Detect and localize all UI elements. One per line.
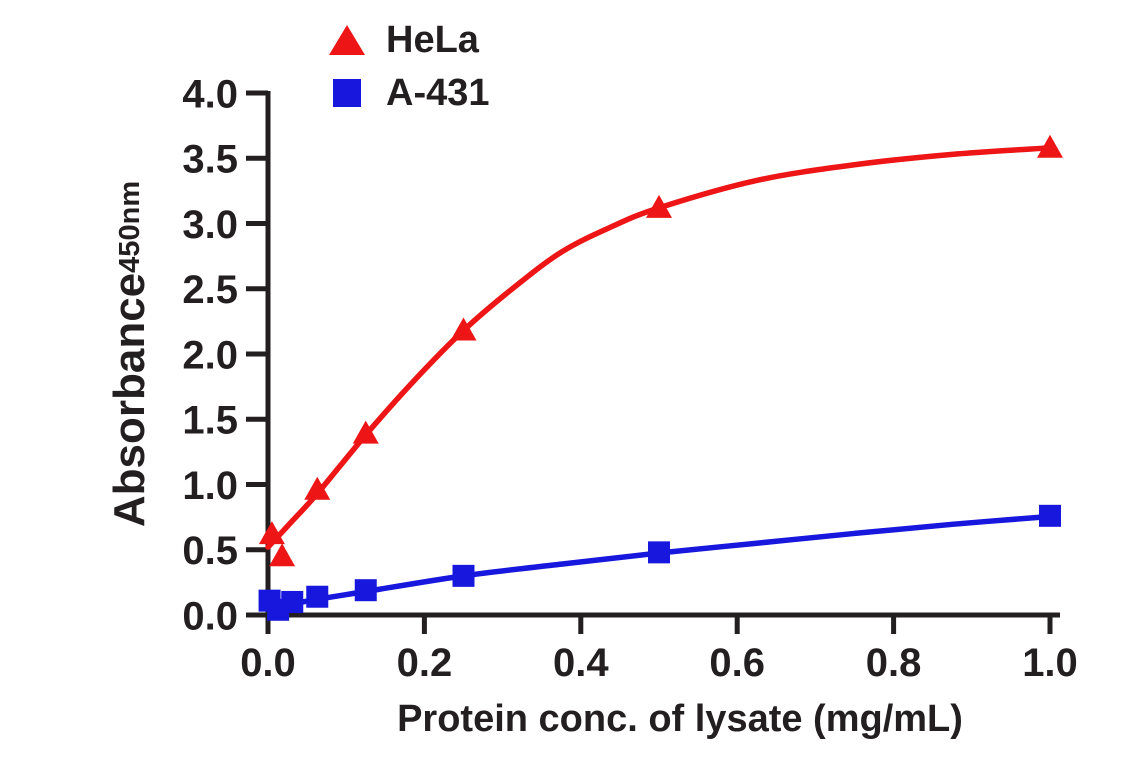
x-axis-title: Protein conc. of lysate (mg/mL) bbox=[397, 698, 963, 740]
hela-data-point-triangle bbox=[258, 521, 285, 545]
y-tick-label: 4.0 bbox=[182, 72, 238, 116]
a-431-data-point-square bbox=[648, 541, 670, 564]
x-tick-label: 0.8 bbox=[866, 641, 922, 685]
x-tick-label: 0.4 bbox=[553, 641, 609, 685]
hela-data-point-triangle bbox=[269, 543, 296, 567]
y-axis-title: Absorbance 450nm bbox=[105, 180, 154, 528]
hela-data-point-triangle bbox=[646, 194, 672, 218]
hela-data-point-triangle bbox=[1037, 134, 1063, 158]
legend-label-a431: A-431 bbox=[386, 71, 490, 114]
y-tick-label: 3.5 bbox=[182, 138, 238, 182]
y-tick-label: 1.0 bbox=[182, 464, 238, 508]
x-tick-label: 0.0 bbox=[240, 641, 296, 685]
x-tick-label: 0.6 bbox=[709, 641, 765, 685]
legend-item-a431: A-431 bbox=[324, 69, 490, 116]
y-tick-label: 3.0 bbox=[182, 203, 238, 247]
y-axis-title-main: Absorbance bbox=[105, 272, 154, 528]
y-tick-label: 1.5 bbox=[182, 399, 238, 443]
legend-label-hela: HeLa bbox=[386, 18, 479, 61]
legend-item-hela: HeLa bbox=[324, 16, 490, 63]
a-431-data-point-square bbox=[452, 564, 475, 587]
y-tick-label: 2.5 bbox=[182, 268, 238, 312]
hela-data-point-triangle bbox=[304, 476, 331, 500]
a-431-data-point-square bbox=[354, 579, 377, 602]
y-tick-label: 0.5 bbox=[182, 529, 238, 573]
hela-triangle-marker-icon bbox=[329, 24, 365, 55]
a-431-fit-curve bbox=[265, 513, 1053, 612]
hela-fit-curve bbox=[265, 145, 1053, 550]
a-431-data-point-square bbox=[306, 585, 329, 608]
a-431-data-point-square bbox=[281, 590, 304, 613]
hela-data-point-triangle bbox=[352, 420, 379, 444]
a-431-data-point-square bbox=[1039, 504, 1061, 527]
hela-data-point-triangle bbox=[450, 317, 477, 341]
x-tick-label: 0.2 bbox=[397, 641, 453, 685]
x-tick-label: 1.0 bbox=[1022, 641, 1078, 685]
chart-legend: HeLa A-431 bbox=[324, 16, 490, 116]
y-tick-label: 0.0 bbox=[182, 594, 238, 638]
axes-spine bbox=[265, 91, 1060, 618]
a431-square-marker-icon bbox=[333, 78, 361, 107]
y-tick-label: 2.0 bbox=[182, 333, 238, 377]
